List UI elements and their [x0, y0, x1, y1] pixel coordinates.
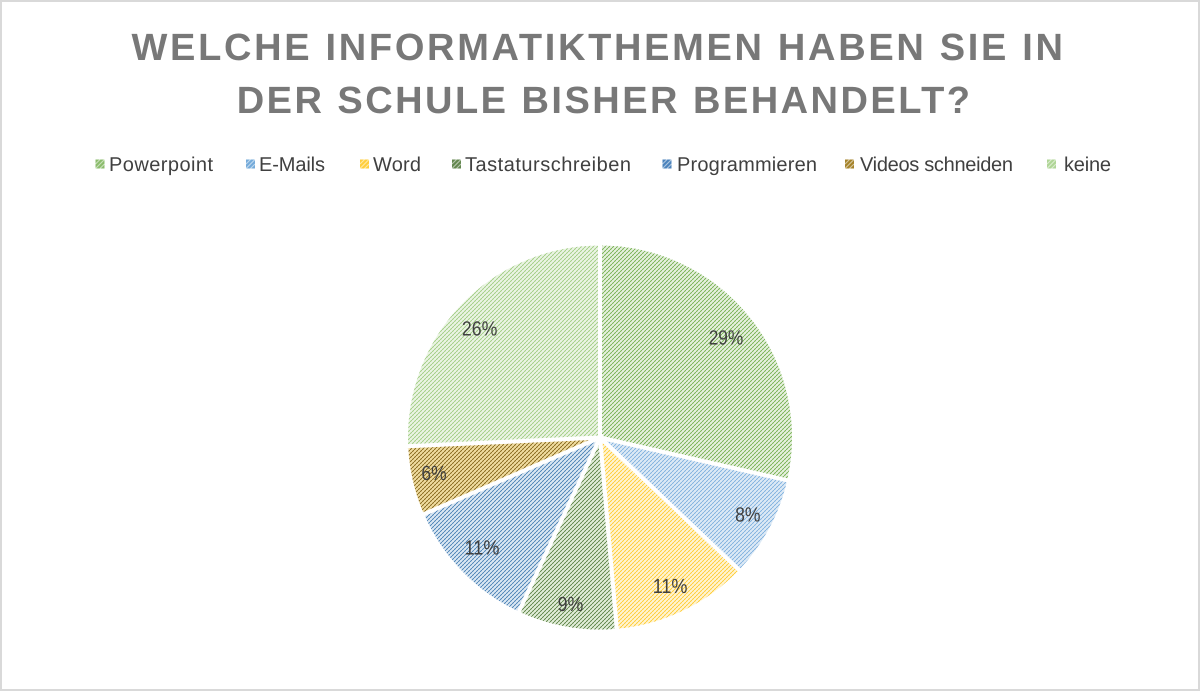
svg-text:Tastaturschreiben: Tastaturschreiben	[465, 154, 631, 176]
svg-text:26%: 26%	[462, 317, 498, 340]
svg-text:Powerpoint: Powerpoint	[109, 154, 213, 176]
svg-text:9%: 9%	[558, 593, 584, 616]
svg-text:Word: Word	[373, 154, 421, 176]
svg-text:11%: 11%	[653, 575, 688, 598]
svg-text:E-Mails: E-Mails	[259, 154, 325, 176]
svg-text:11%: 11%	[465, 537, 500, 560]
svg-text:Videos schneiden: Videos schneiden	[860, 154, 1013, 176]
svg-text:DER SCHULE BISHER BEHANDELT?: DER SCHULE BISHER BEHANDELT?	[237, 80, 970, 122]
svg-text:Programmieren: Programmieren	[677, 154, 817, 176]
svg-text:29%: 29%	[709, 327, 744, 350]
svg-text:8%: 8%	[735, 504, 760, 527]
svg-text:WELCHE INFORMATIKTHEMEN HABEN: WELCHE INFORMATIKTHEMEN HABEN SIE IN	[132, 27, 1064, 69]
svg-text:keine: keine	[1064, 154, 1111, 176]
svg-text:6%: 6%	[421, 462, 446, 485]
